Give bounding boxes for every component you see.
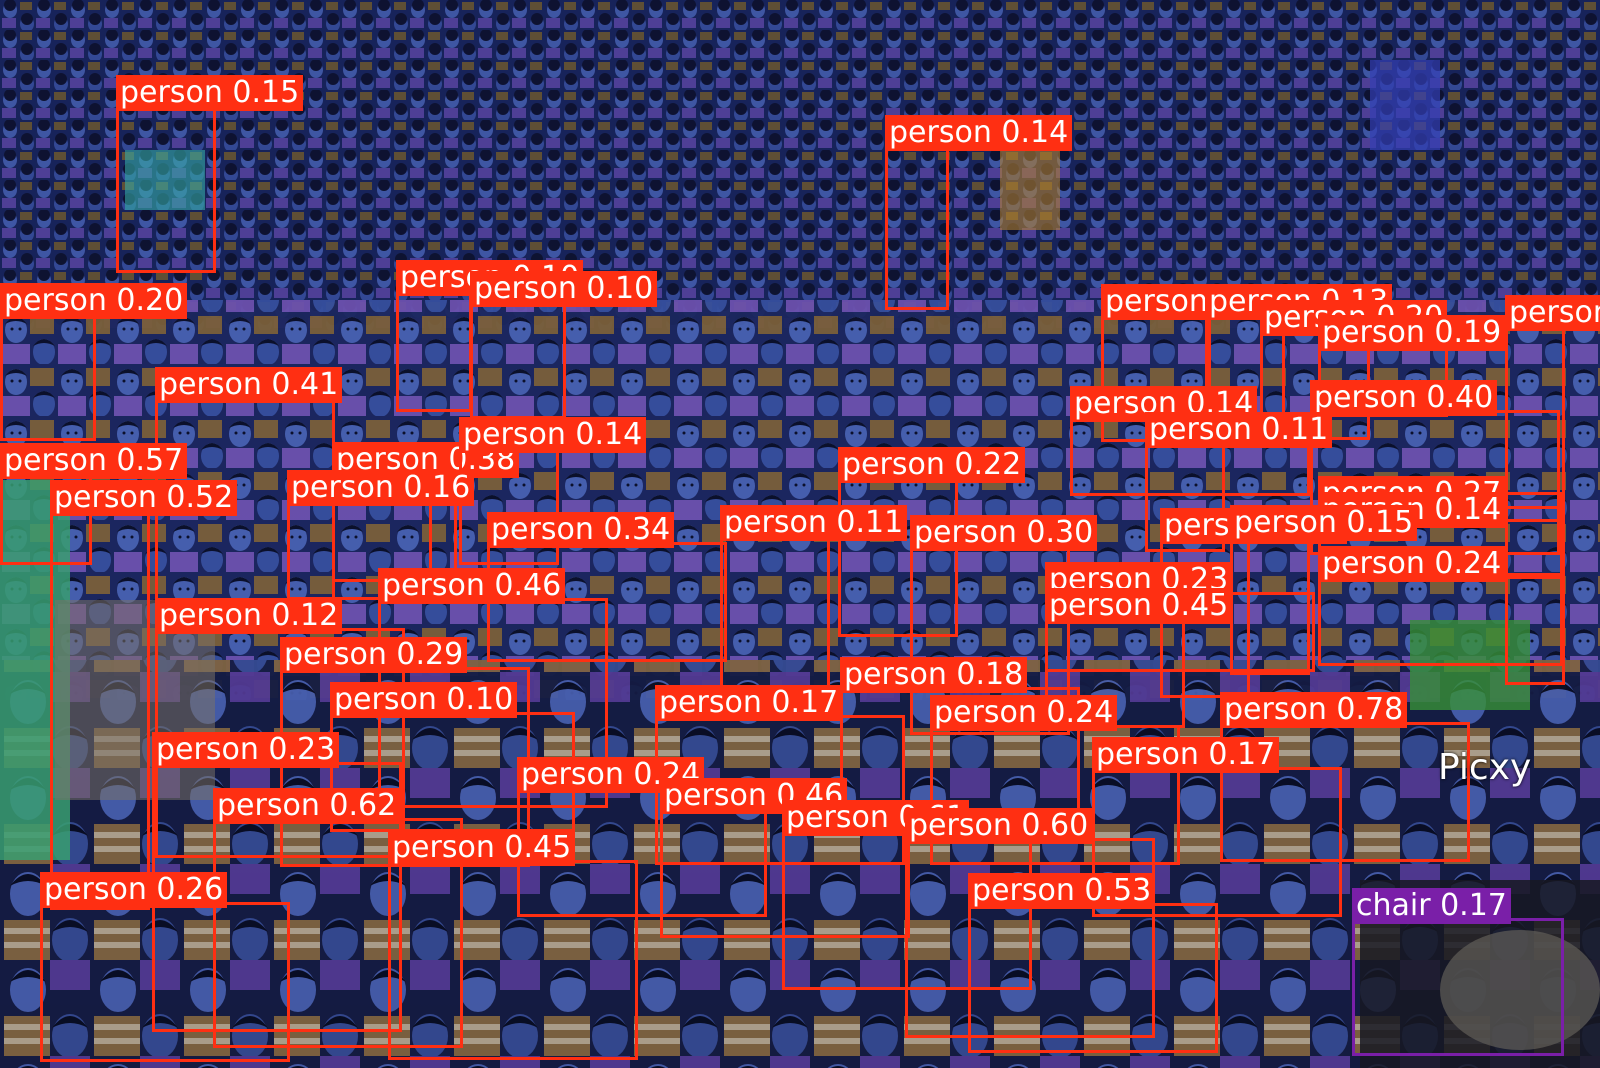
detection-label: person 0.78 [1220, 692, 1408, 728]
detection-label: person 0.29 [280, 637, 468, 673]
detection-box: person 0.26 [40, 872, 290, 1062]
detection-label: person 0.15 [116, 75, 304, 111]
detection-box: person 0.10 [470, 271, 658, 419]
detection-label: person 0.45 [388, 830, 576, 866]
detection-box: person 0.11 [720, 505, 908, 695]
detection-box: person 0.45 [388, 830, 638, 1060]
detection-label: person 0.46 [378, 568, 566, 604]
detection-label: chair 0.17 [1352, 888, 1511, 924]
detection-label: person 0.46 [660, 778, 848, 814]
detection-label: person 0.57 [0, 443, 188, 479]
detection-box: person 0.30 [910, 515, 1098, 735]
detection-box: person 0.46 [378, 568, 608, 808]
detection-label: person 0.53 [968, 873, 1156, 909]
detection-box: person 0.14 [885, 115, 1073, 310]
detection-label: person 0.40 [1310, 380, 1498, 416]
detection-label: person 0.10 [470, 271, 658, 307]
detection-label: person 0.18 [840, 657, 1028, 693]
detection-label: person 0.11 [720, 505, 908, 541]
detection-box: person 0.78 [1220, 692, 1470, 862]
detection-label: person 0.11 [1145, 412, 1333, 448]
detection-label: person 0.34 [487, 512, 675, 548]
detection-label: person 0.15 [1230, 505, 1418, 541]
detection-box: person 0.57 [0, 443, 188, 565]
detection-box: person 0.34 [487, 512, 727, 662]
detection-box: person 0.14 [459, 417, 647, 565]
detection-label: person 0.24 [1318, 546, 1506, 582]
detection-label: person 0.52 [50, 480, 238, 516]
detection-label: person 0.24 [930, 695, 1118, 731]
detection-box: person 0.17 [655, 685, 905, 865]
detection-box: person 0.22 [838, 447, 1026, 637]
detection-label: person 0.22 [838, 447, 1026, 483]
detection-label: person 0.20 [0, 283, 188, 319]
detection-label: person 0.41 [155, 367, 343, 403]
detection-box: person 0.10 [396, 260, 584, 412]
detection-label: person 0.62 [213, 788, 401, 824]
detection-box: person 0.23 [152, 732, 402, 1032]
detection-label: person 0.30 [910, 515, 1098, 551]
detection-box: person 0.20 [0, 283, 188, 441]
detection-label: person 0.16 [1505, 295, 1600, 331]
detection-box: person 0.16 [287, 470, 475, 600]
detection-label: person 0.12 [155, 598, 343, 634]
detection-label: person 0.14 [885, 115, 1073, 151]
detection-label: person 0.60 [905, 808, 1093, 844]
detection-box: person 0.19 [1318, 315, 1506, 417]
detection-box: person 0.53 [968, 873, 1218, 1053]
detection-label: person 0.17 [655, 685, 843, 721]
detection-box: person 0.60 [905, 808, 1155, 1038]
detection-box: person 0.11 [1145, 412, 1333, 552]
detection-box: person 0.17 [1092, 737, 1342, 917]
detection-box: person 0.15 [116, 75, 304, 273]
detection-label: person 0.17 [1092, 737, 1280, 773]
detection-box: person 0.24 [930, 695, 1180, 865]
detection-label: person 0.16 [287, 470, 475, 506]
detection-box: person 0.41 [155, 367, 343, 617]
watermark: Picxy [1438, 747, 1532, 788]
detection-box: person 0.16 [1505, 295, 1600, 685]
detection-label: person 0.23 [152, 732, 340, 768]
detection-box: person 0.52 [50, 480, 238, 910]
detection-label: person 0.14 [459, 417, 647, 453]
detection-box: chair 0.17 [1352, 888, 1564, 1056]
detection-box: person 0.62 [213, 788, 463, 1048]
detection-box: person 0.24 [1318, 546, 1563, 666]
detection-label: person 0.45 [1045, 588, 1233, 624]
detection-label: person 0.26 [40, 872, 228, 908]
detection-box: person 0.40 [1310, 380, 1560, 555]
detection-label: person 0.10 [330, 682, 518, 718]
detection-label: person 0.19 [1318, 315, 1506, 351]
